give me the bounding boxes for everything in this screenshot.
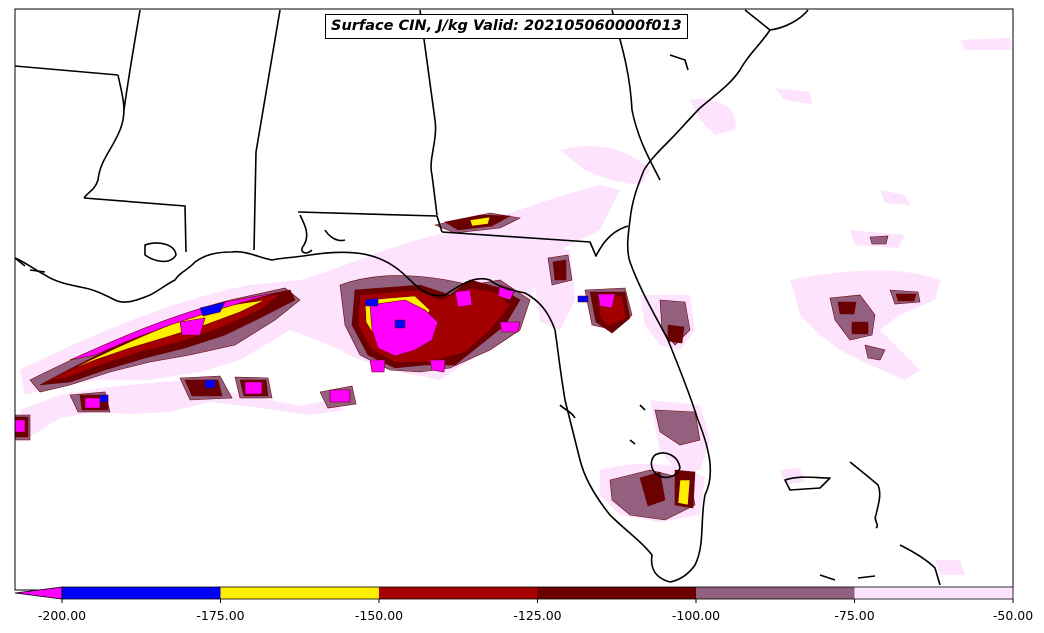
colorbar-tick-label: -175.00 [196, 608, 245, 623]
colorbar-segment [854, 587, 1013, 599]
colorbar-tick-label: -75.00 [834, 608, 875, 623]
colorbar-tick-label: -100.00 [671, 608, 721, 623]
cin-magenta-fields [15, 284, 616, 433]
cin-shading [15, 38, 1012, 575]
map-title: Surface CIN, J/kg Valid: 202105060000f01… [325, 14, 688, 39]
cin-blue-fields [99, 295, 589, 403]
colorbar-segment [62, 587, 221, 599]
colorbar-tick-label: -200.00 [37, 608, 87, 623]
coastlines-borders [15, 9, 941, 586]
colorbar-segment [379, 587, 538, 599]
colorbar-tick-label: -150.00 [354, 608, 404, 623]
colorbar [14, 586, 1014, 603]
colorbar-segment [220, 587, 379, 599]
colorbar-segment [537, 587, 696, 599]
colorbar-segment [696, 587, 855, 599]
colorbar-tick-label: -125.00 [513, 608, 562, 623]
colorbar-tick-label: -50.00 [992, 608, 1034, 623]
